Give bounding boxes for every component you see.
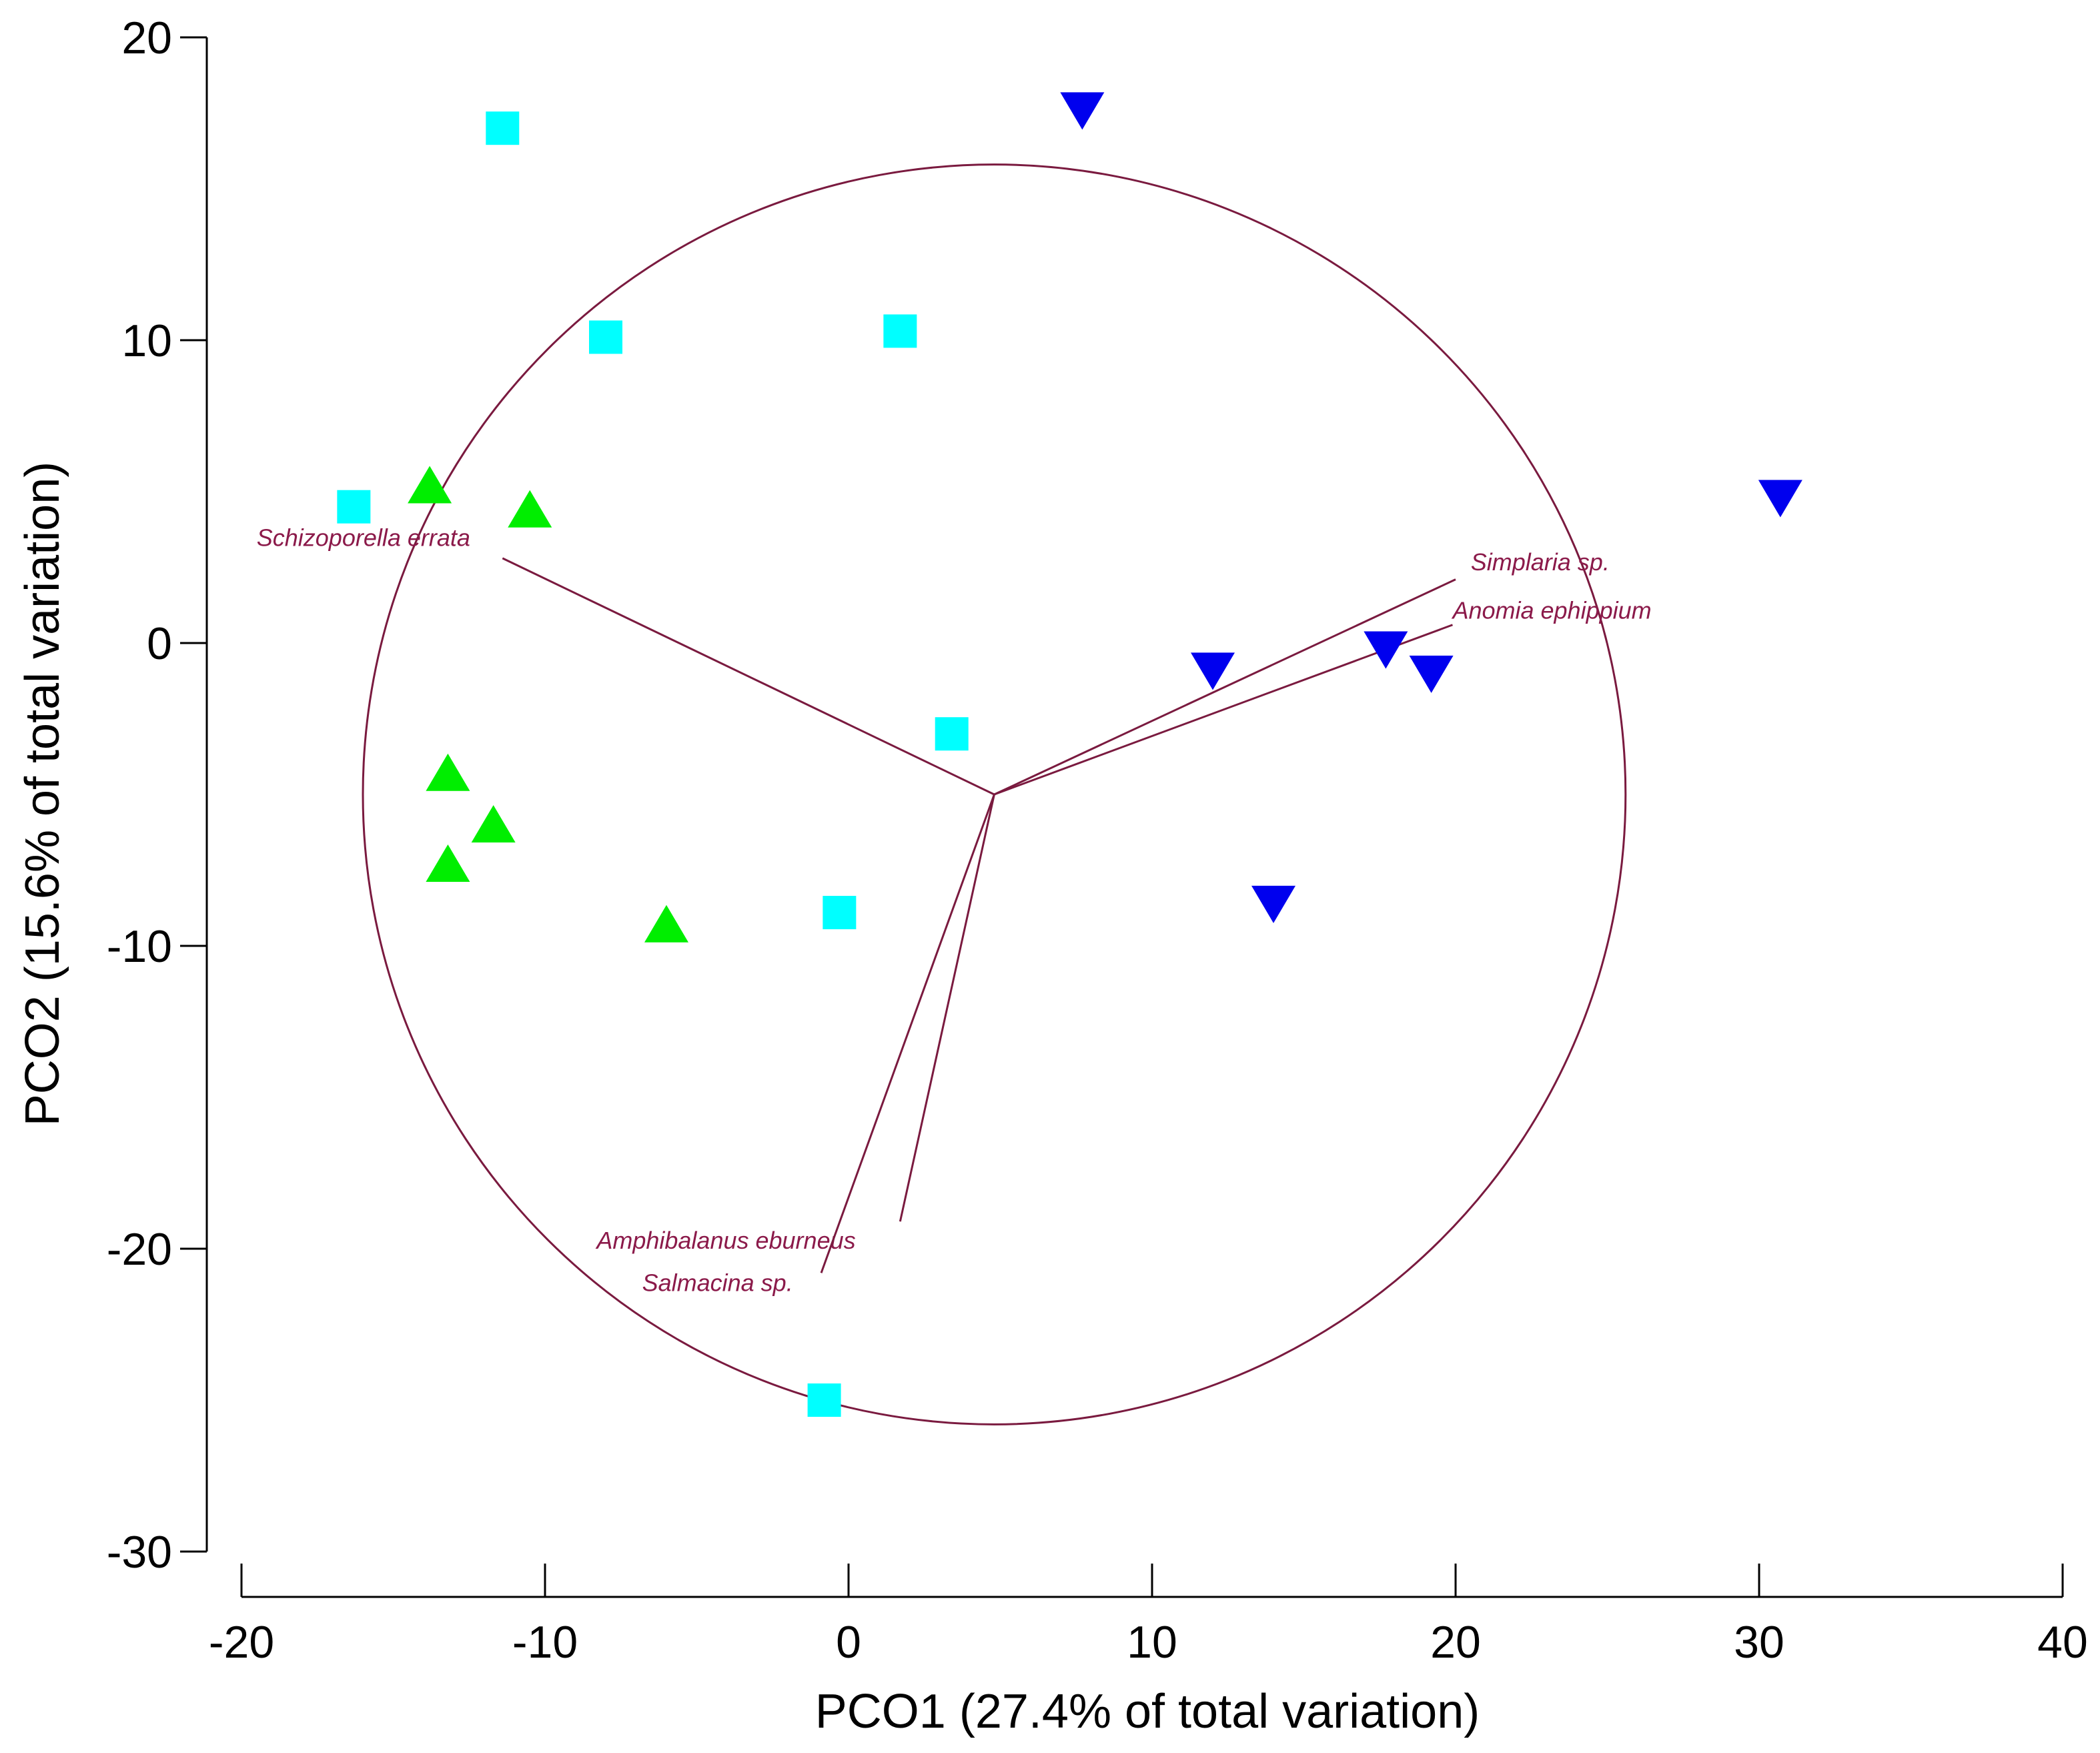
x-axis-title: PCO1 (27.4% of total variation)	[815, 1685, 1480, 1738]
x-tick-label: -20	[209, 1617, 274, 1668]
triangle-down-marker	[1409, 655, 1454, 693]
square-marker	[883, 314, 917, 348]
triangle-up-marker	[471, 804, 516, 842]
square-marker	[486, 111, 520, 145]
square-marker	[807, 1383, 841, 1417]
triangle-up-marker	[408, 466, 452, 504]
y-tick-label: -10	[107, 921, 172, 972]
y-tick-label: 10	[121, 316, 172, 366]
triangle-down-marker	[1758, 480, 1802, 518]
correlation-circle	[362, 163, 1627, 1425]
x-tick-label: 30	[1734, 1617, 1784, 1668]
x-tick-label: 40	[2037, 1617, 2088, 1668]
vector-line	[993, 578, 1456, 796]
y-tick-label: -30	[107, 1527, 172, 1578]
x-tick-label: 20	[1430, 1617, 1481, 1668]
plot-layer: Schizoporella errata Simplaria sp. Anomia …	[257, 92, 1802, 1425]
y-tick-label: -20	[107, 1224, 172, 1275]
square-marker	[935, 717, 969, 751]
triangle-up-marker	[426, 844, 470, 882]
square-marker	[337, 490, 371, 524]
triangle-down-marker	[1364, 631, 1408, 669]
vector-line	[820, 794, 995, 1273]
triangle-down-marker	[1191, 652, 1235, 690]
square-marker	[823, 896, 857, 930]
vector-label: Amphibalanus eburneus	[595, 1227, 855, 1254]
square-marker	[589, 320, 622, 354]
triangle-down-marker	[1060, 92, 1105, 130]
triangle-up-marker	[426, 753, 470, 791]
vector-line	[993, 624, 1453, 796]
y-tick-label: 0	[147, 618, 172, 669]
triangle-up-marker	[508, 490, 552, 528]
y-axis-title: PCO2 (15.6% of total variation)	[16, 462, 69, 1126]
vector-line	[502, 557, 995, 796]
axes-layer: -20 -10 0 10 20 30 40 20 10 0 -10 -20 -30	[107, 13, 2088, 1668]
triangle-up-marker	[644, 905, 688, 943]
triangle-down-marker	[1251, 885, 1295, 923]
vector-label: Schizoporella errata	[257, 524, 470, 552]
vector-label: Salmacina sp.	[642, 1269, 793, 1297]
vector-label: Anomia ephippium	[1451, 597, 1651, 624]
x-tick-label: -10	[512, 1617, 578, 1668]
y-tick-label: 20	[121, 13, 172, 63]
x-tick-label: 10	[1127, 1617, 1177, 1668]
vector-label: Simplaria sp.	[1471, 548, 1610, 576]
x-tick-label: 0	[836, 1617, 861, 1668]
vector-line	[899, 794, 995, 1222]
